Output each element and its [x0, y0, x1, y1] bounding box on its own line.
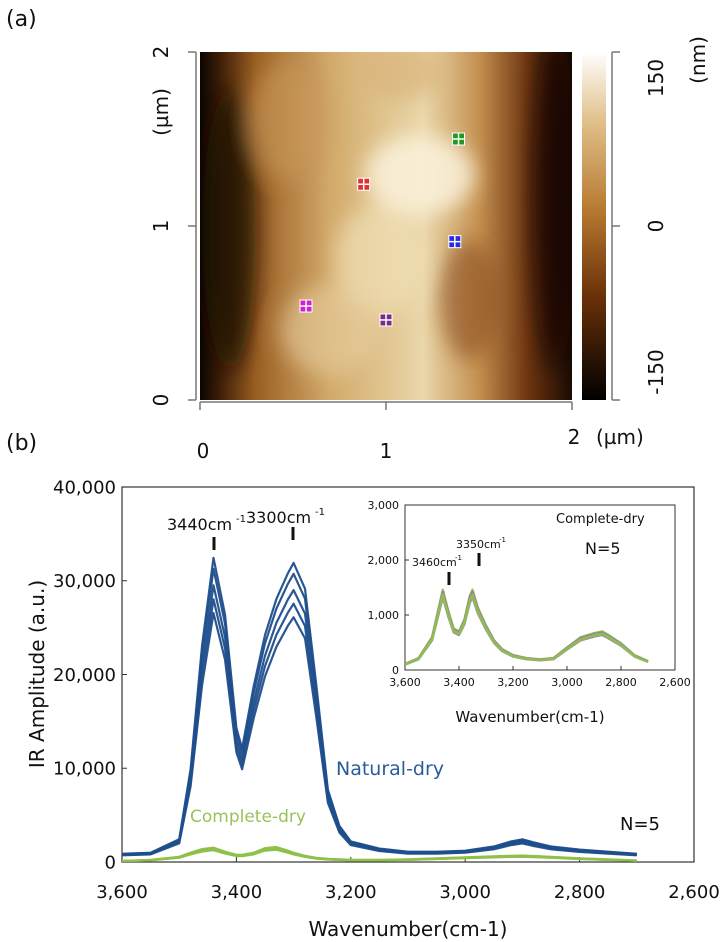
afm-height-map	[200, 52, 572, 400]
main-y-tick-1: 10,000	[53, 759, 116, 780]
afm-x-axis: 0 1 2 (µm)	[197, 401, 644, 463]
afm-y-tick-2: 2	[149, 46, 173, 59]
main-n-label: N=5	[620, 814, 660, 835]
main-x-tick-5: 2,600	[668, 882, 720, 903]
inset-x-tick-4: 2,800	[605, 676, 637, 689]
inset-x-tick-5: 2,600	[659, 676, 691, 689]
colorbar-unit: (nm)	[686, 36, 710, 84]
inset-n-label: N=5	[585, 539, 621, 558]
afm-x-tick-2: 2	[568, 425, 581, 449]
colorbar-tick-min: -150	[644, 349, 668, 394]
peak-label-3440: 3440cm	[167, 515, 232, 534]
peak-label-3440-sup: -1	[236, 514, 246, 525]
main-plot: 3,600 3,400 3,200 3,000 2,800 2,600 0 10,000 20…	[25, 477, 720, 941]
main-x-tick-4: 2,800	[554, 882, 606, 903]
inset-title: Complete-dry	[556, 512, 645, 527]
inset-y-tick-2: 2,000	[368, 554, 400, 567]
main-x-tick-3: 3,000	[439, 882, 491, 903]
main-y-tick-4: 40,000	[53, 477, 116, 498]
afm-x-unit: (µm)	[596, 425, 644, 449]
panel-b-label: (b)	[6, 431, 37, 456]
main-y-axis-label: IR Amplitude (a.u.)	[25, 580, 49, 768]
inset-y-tick-3: 3,000	[368, 499, 400, 512]
colorbar-tick-zero: 0	[644, 220, 668, 233]
inset-peak-label-3460-sup: -1	[455, 554, 462, 562]
inset-x-tick-2: 3,200	[497, 676, 529, 689]
main-series-natural-dry	[122, 556, 637, 857]
colorbar-tick-max: 150	[644, 59, 668, 97]
afm-y-tick-1: 1	[149, 220, 173, 233]
peak-annotation-3300: 3300cm -1	[246, 507, 325, 540]
inset-peak-label-3460: 3460cm	[412, 556, 457, 569]
peak-annotation-3440: 3440cm -1	[167, 514, 246, 550]
inset-x-tick-1: 3,400	[443, 676, 475, 689]
afm-y-unit: (µm)	[149, 88, 173, 136]
inset-frame	[404, 504, 676, 671]
afm-y-axis: 0 1 2 (µm)	[149, 46, 197, 407]
complete-dry-label: Complete-dry	[190, 807, 306, 827]
afm-marker-4	[299, 299, 313, 313]
peak-label-3300: 3300cm	[246, 508, 311, 527]
inset-x-tick-3: 3,000	[551, 676, 583, 689]
main-y-tick-0: 0	[105, 852, 116, 873]
main-y-tick-2: 20,000	[53, 665, 116, 686]
inset-peak-label-3350-sup: -1	[499, 536, 506, 544]
inset-y-tick-1: 1,000	[368, 609, 400, 622]
main-x-tick-1: 3,400	[211, 882, 263, 903]
inset-x-tick-0: 3,600	[389, 676, 421, 689]
afm-x-tick-1: 1	[380, 439, 393, 463]
inset-series-0	[405, 588, 649, 666]
peak-label-3300-sup: -1	[315, 507, 325, 518]
main-y-tick-3: 30,000	[53, 571, 116, 592]
main-x-axis-label: Wavenumber(cm-1)	[309, 917, 508, 941]
inset-peak-label-3350: 3350cm	[456, 538, 501, 551]
main-series-complete-dry	[122, 845, 637, 862]
afm-x-tick-0: 0	[197, 439, 210, 463]
afm-marker-2	[452, 132, 466, 146]
colorbar: 150 0 -150 (nm)	[582, 36, 710, 401]
main-x-tick-0: 3,600	[96, 882, 148, 903]
main-x-tick-2: 3,200	[325, 882, 377, 903]
afm-marker-5	[379, 313, 393, 327]
inset-y-tick-0: 0	[392, 664, 399, 677]
afm-marker-3	[448, 235, 462, 249]
panel-a-label: (a)	[6, 7, 37, 32]
natural-dry-label: Natural-dry	[336, 758, 444, 780]
afm-marker-1	[357, 177, 371, 191]
inset-plot: 3,600 3,400 3,200 3,000 2,800 2,600 0 1,000 2,0…	[368, 499, 691, 726]
inset-x-axis-label: Wavenumber(cm-1)	[455, 708, 604, 726]
afm-y-tick-0: 0	[149, 394, 173, 407]
